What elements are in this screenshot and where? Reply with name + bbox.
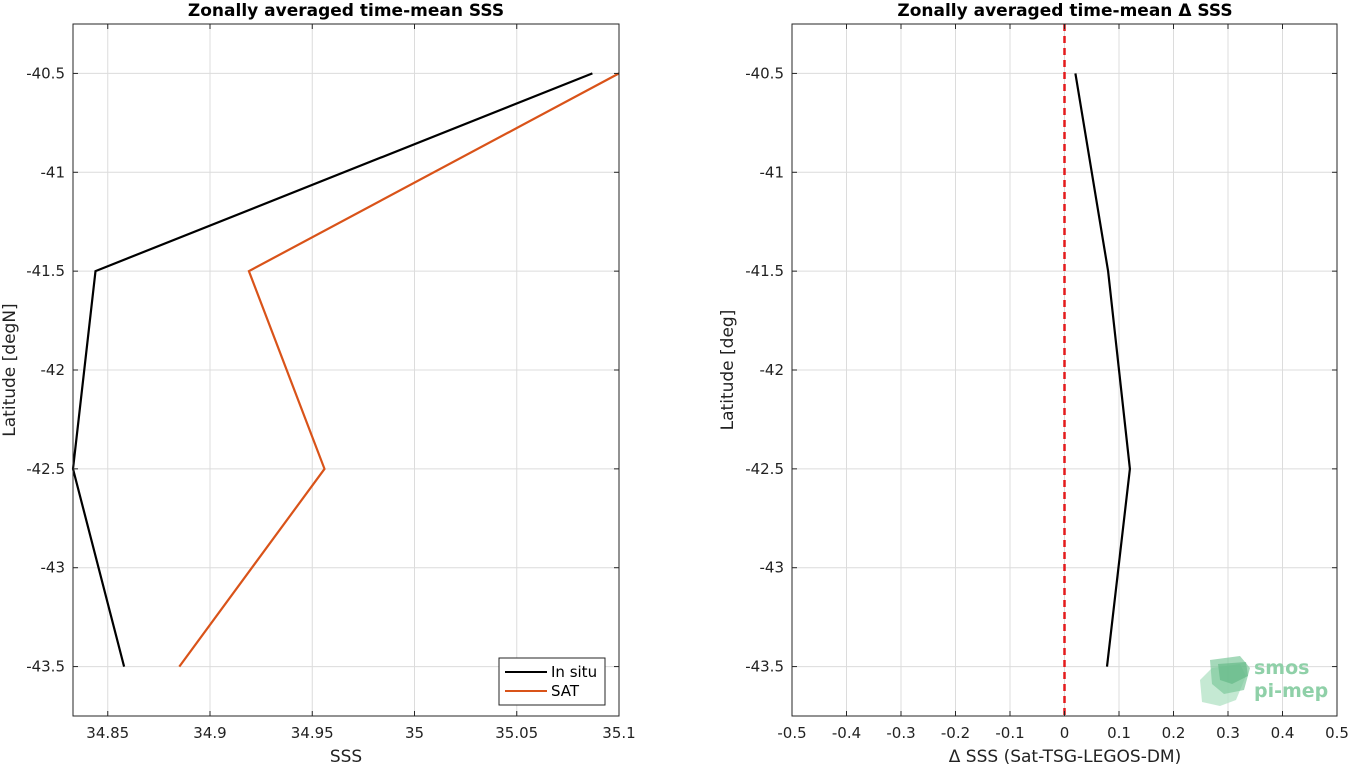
- sss-x-tick-label: 35: [405, 724, 424, 742]
- sss-series: [71, 72, 620, 668]
- sss-y-tick-label: -41.5: [26, 262, 65, 280]
- sss-y-tick-label: -43.5: [26, 658, 65, 676]
- legend-box: [498, 657, 606, 706]
- sss-x-tick-label: 34.9: [193, 724, 226, 742]
- delta-sss-x-tick-label: -0.1: [995, 724, 1024, 742]
- sss-panel-title: Zonally averaged time-mean SSS: [188, 1, 504, 21]
- delta-sss-x-tick-label: 0.2: [1162, 724, 1186, 742]
- smos-pi-mep-logo: smos pi-mep: [1200, 656, 1328, 706]
- delta-sss-panel-title: Zonally averaged time-mean Δ SSS: [897, 1, 1232, 21]
- delta-sss-series: [1063, 24, 1132, 716]
- sss-y-tick-label: -42.5: [26, 460, 65, 478]
- delta-sss-x-tick-label: -0.5: [777, 724, 806, 742]
- delta-sss-y-tick-label: -40.5: [745, 64, 784, 82]
- sss-grid: [73, 24, 620, 716]
- sss-legend: In situ SAT: [498, 657, 606, 706]
- delta-sss-ticks: -0.5 -0.4 -0.3 -0.2 -0.1 0 0.1 0.2 0.3 0.4 0.5 -40.…: [745, 24, 1349, 742]
- sss-x-tick-label: 34.85: [86, 724, 129, 742]
- legend-label-sat: SAT: [551, 682, 580, 700]
- delta-sss-x-tick-label: 0: [1060, 724, 1070, 742]
- sss-x-tick-label: 35.1: [602, 724, 635, 742]
- delta-sss-panel: Zonally averaged time-mean Δ SSS -0.5 -0.…: [718, 1, 1349, 765]
- logo-text-pi-mep: pi-mep: [1254, 680, 1328, 702]
- sss-y-axis-label: Latitude [degN]: [0, 303, 20, 436]
- delta-sss-x-tick-label: -0.2: [941, 724, 970, 742]
- sss-x-axis-label: SSS: [330, 747, 362, 765]
- legend-label-in-situ: In situ: [551, 663, 597, 681]
- delta-sss-y-tick-label: -42: [760, 361, 785, 379]
- sss-panel: Zonally averaged time-mean SSS 34.85 34.9…: [0, 1, 636, 765]
- sss-y-tick-label: -41: [41, 163, 66, 181]
- delta-sss-y-axis-label: Latitude [deg]: [718, 310, 738, 431]
- series-line-in-situ: [71, 72, 593, 667]
- delta-sss-y-tick-label: -42.5: [745, 460, 784, 478]
- logo-text-smos: smos: [1254, 657, 1309, 679]
- series-line-delta: [1074, 73, 1132, 667]
- delta-sss-x-tick-label: 0.5: [1325, 724, 1349, 742]
- delta-sss-y-tick-label: -43.5: [745, 658, 784, 676]
- delta-sss-x-tick-label: -0.4: [832, 724, 861, 742]
- delta-sss-x-tick-label: 0.3: [1216, 724, 1240, 742]
- sss-x-tick-label: 35.05: [495, 724, 538, 742]
- sss-y-tick-label: -42: [41, 361, 66, 379]
- delta-sss-y-tick-label: -41.5: [745, 262, 784, 280]
- sss-x-tick-label: 34.95: [291, 724, 334, 742]
- sss-ticks: 34.85 34.9 34.95 35 35.05 35.1 -40.5 -41 -41.5 -4…: [26, 24, 636, 742]
- sss-y-tick-label: -43: [41, 559, 66, 577]
- delta-sss-y-tick-label: -41: [760, 163, 785, 181]
- delta-sss-x-tick-label: -0.3: [886, 724, 915, 742]
- series-line-sat: [178, 72, 620, 668]
- delta-sss-x-tick-label: 0.4: [1271, 724, 1295, 742]
- delta-sss-x-tick-label: 0.1: [1107, 724, 1131, 742]
- sss-y-tick-label: -40.5: [26, 64, 65, 82]
- delta-sss-y-tick-label: -43: [760, 559, 785, 577]
- delta-sss-x-axis-label: Δ SSS (Sat-TSG-LEGOS-DM): [949, 747, 1181, 765]
